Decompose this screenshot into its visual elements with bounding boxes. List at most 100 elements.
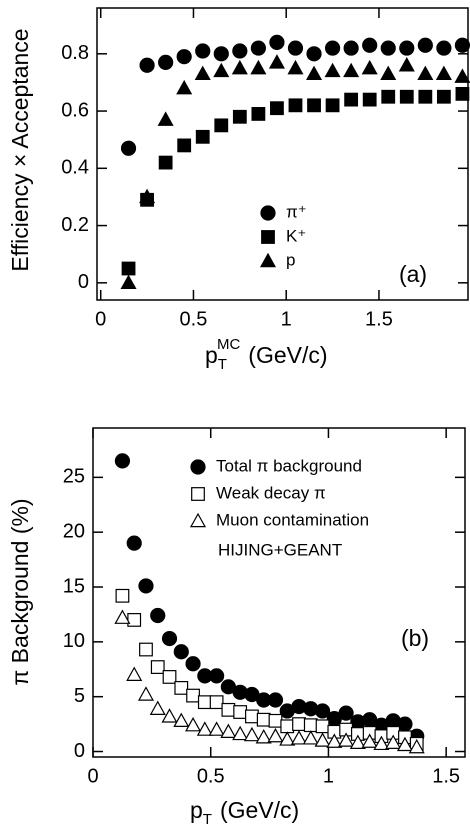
point — [306, 65, 323, 81]
point — [174, 681, 189, 695]
point — [436, 89, 451, 104]
point — [287, 59, 304, 75]
point — [338, 705, 354, 721]
point — [157, 111, 174, 126]
point — [139, 57, 155, 73]
point — [139, 642, 153, 657]
legend-marker — [190, 459, 206, 475]
point — [418, 89, 433, 104]
legend-label: Total π background — [216, 456, 362, 475]
point — [176, 49, 192, 65]
point — [362, 92, 377, 107]
legend-label: K⁺ — [286, 226, 306, 245]
point — [185, 656, 201, 672]
y-tick-label: 10 — [63, 630, 85, 652]
point — [324, 40, 341, 56]
y-tick-label: 0.6 — [61, 99, 89, 121]
point — [250, 59, 267, 75]
point — [362, 37, 378, 53]
point — [139, 188, 156, 204]
point — [255, 729, 272, 744]
point — [232, 725, 249, 741]
panel-label: (a) — [399, 261, 427, 287]
x-tick-label: 0.5 — [197, 765, 225, 787]
point — [158, 54, 174, 70]
point — [220, 723, 237, 738]
point — [149, 700, 166, 715]
x-label-sup: MC — [217, 336, 240, 353]
x-axis-label: pT (GeV/c) — [190, 797, 299, 828]
point — [245, 709, 259, 724]
point — [396, 736, 413, 752]
point — [268, 713, 283, 728]
point — [288, 98, 303, 113]
y-tick-label: 0.2 — [61, 214, 89, 236]
point — [315, 719, 330, 734]
point — [120, 140, 137, 156]
x-tick-label: 1 — [281, 308, 292, 330]
point — [213, 62, 230, 78]
point — [267, 727, 284, 743]
x-tick-label: 1.5 — [365, 308, 393, 330]
point — [186, 688, 200, 703]
point — [398, 57, 415, 72]
point — [325, 98, 340, 113]
point — [161, 630, 178, 647]
point — [349, 734, 366, 749]
point — [373, 735, 390, 751]
point — [302, 730, 319, 745]
panel-label: (b) — [401, 625, 429, 651]
x-label-sub: T — [218, 356, 227, 373]
point — [126, 666, 143, 681]
x-label-base: p — [190, 797, 203, 823]
point — [338, 732, 355, 747]
point — [343, 40, 359, 56]
y-tick-label: 0 — [78, 271, 89, 293]
plot-frame — [96, 7, 469, 301]
point — [197, 695, 212, 710]
point — [208, 721, 225, 736]
point — [250, 40, 266, 56]
y-axis-label: Efficiency × Acceptance — [7, 28, 33, 271]
legend-label: p — [286, 250, 295, 269]
y-tick-label: 0.8 — [61, 42, 89, 64]
point — [292, 717, 306, 731]
legend-marker — [261, 230, 275, 244]
point — [280, 719, 295, 734]
point — [162, 670, 177, 684]
point — [114, 609, 131, 624]
point — [195, 129, 210, 144]
point — [314, 732, 331, 747]
point — [173, 644, 189, 660]
point — [361, 59, 378, 75]
point — [454, 37, 470, 53]
point — [381, 89, 396, 104]
point — [343, 62, 360, 78]
point — [326, 733, 343, 748]
point — [399, 40, 415, 56]
point — [399, 89, 414, 104]
point — [231, 59, 248, 75]
legend-marker — [191, 487, 205, 501]
legend-label: Muon contamination — [216, 510, 369, 529]
point — [287, 40, 304, 56]
point — [454, 68, 470, 83]
point — [361, 733, 378, 748]
x-axis-label: pT MC (GeV/c) — [205, 336, 328, 373]
point — [209, 695, 224, 710]
point — [243, 726, 260, 742]
y-axis-label: π Background (%) — [7, 498, 33, 685]
point — [279, 731, 296, 746]
point — [435, 65, 452, 81]
annotation: HIJING+GEANT — [218, 540, 342, 559]
point — [176, 79, 193, 95]
point — [137, 686, 154, 701]
point — [150, 660, 165, 674]
point — [161, 708, 178, 723]
x-tick-label: 0 — [87, 765, 98, 787]
point — [221, 702, 236, 717]
x-label-unit: (GeV/c) — [220, 797, 299, 823]
point — [196, 721, 213, 736]
y-tick-label: 15 — [63, 575, 85, 597]
